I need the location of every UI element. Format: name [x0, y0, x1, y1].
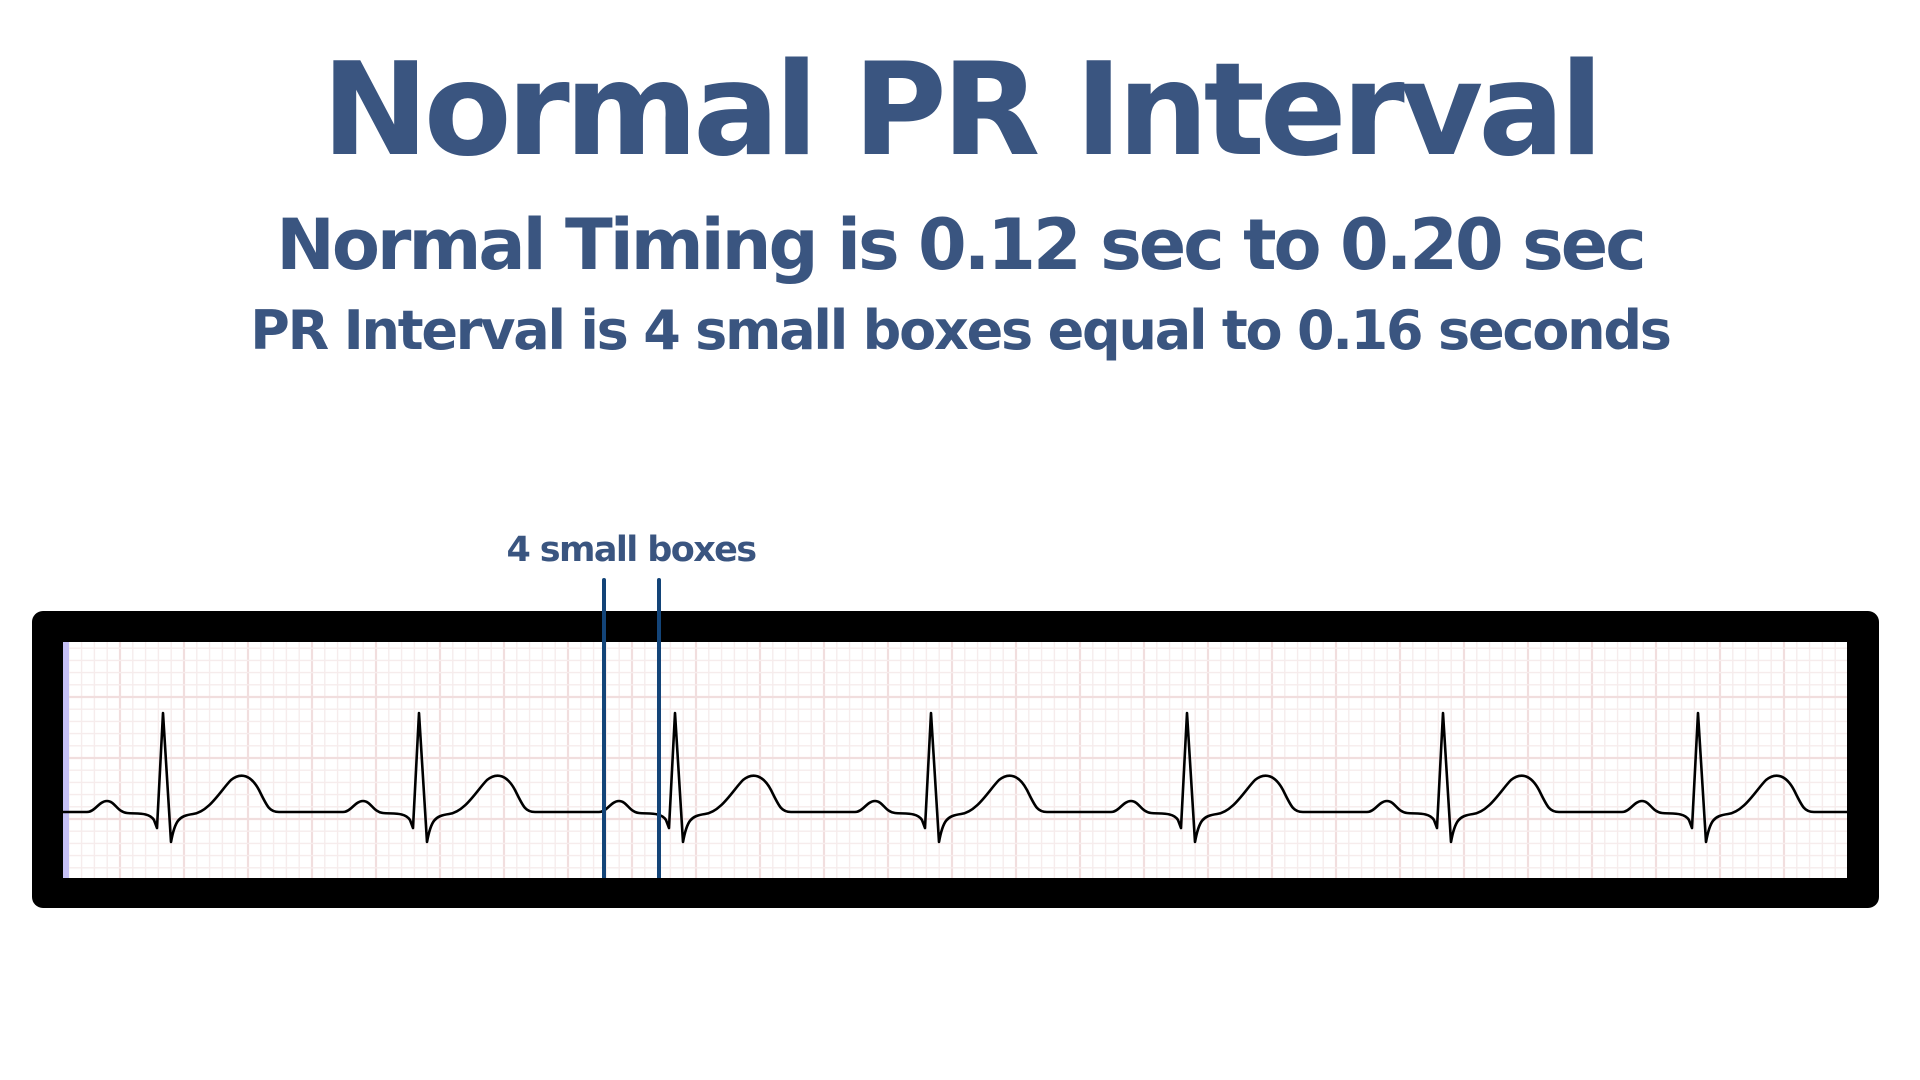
ecg-trace-chart — [63, 642, 1847, 878]
normal-timing-subtitle: Normal Timing is 0.12 sec to 0.20 sec — [276, 204, 1646, 286]
pr-interval-subtitle: PR Interval is 4 small boxes equal to 0.… — [250, 299, 1672, 362]
pr-interval-end-marker — [657, 578, 661, 878]
marker-label: 4 small boxes — [506, 530, 757, 570]
pr-interval-start-marker — [602, 578, 606, 878]
ecg-strip — [63, 642, 1847, 878]
page-title: Normal PR Interval — [321, 36, 1604, 185]
